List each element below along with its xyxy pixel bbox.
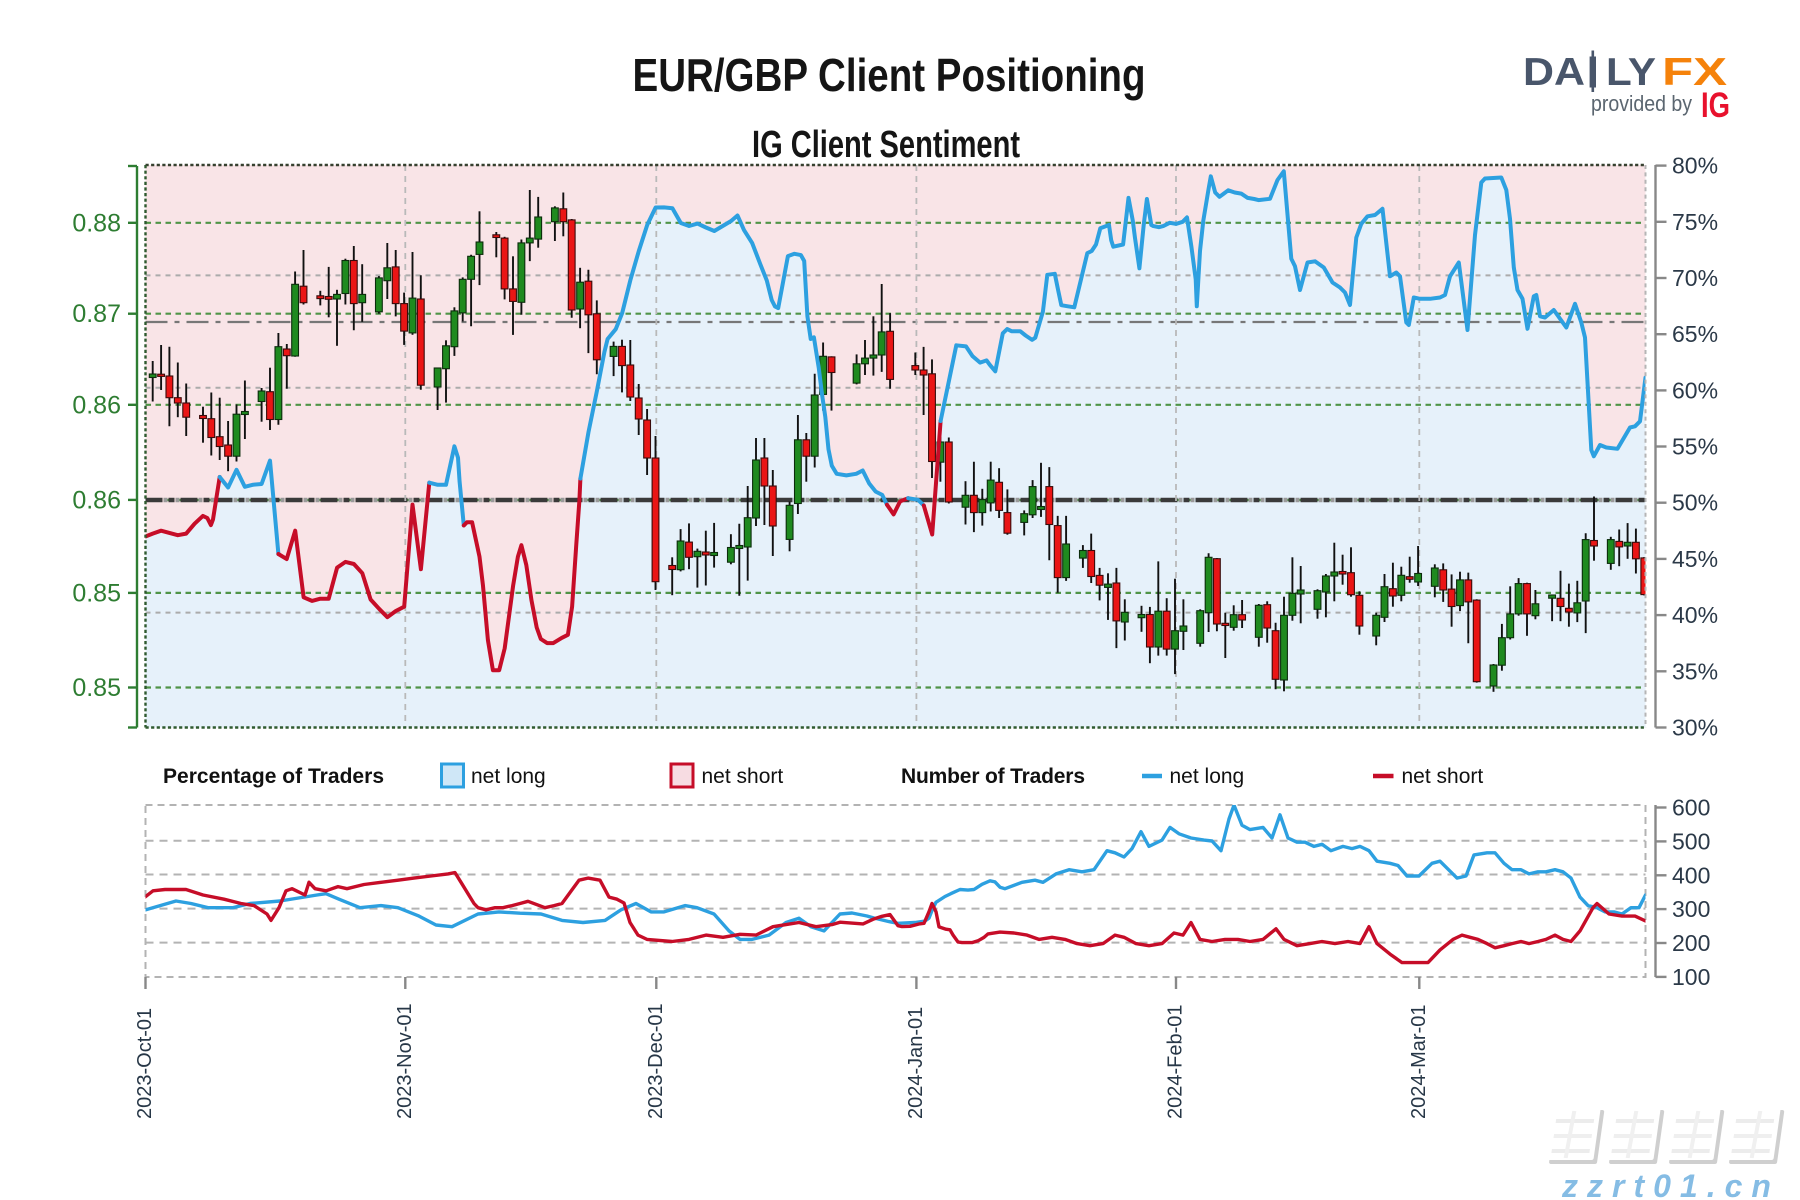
svg-text:IG: IG bbox=[1701, 86, 1730, 125]
svg-text:200: 200 bbox=[1672, 930, 1710, 956]
svg-text:net long: net long bbox=[1170, 765, 1245, 788]
svg-text:provided by: provided by bbox=[1591, 91, 1692, 116]
svg-text:LY: LY bbox=[1606, 51, 1656, 94]
svg-text:0.85: 0.85 bbox=[72, 674, 121, 702]
svg-text:0.86: 0.86 bbox=[72, 391, 121, 419]
svg-text:0.87: 0.87 bbox=[72, 300, 121, 328]
svg-text:IG Client Sentiment: IG Client Sentiment bbox=[752, 124, 1020, 166]
svg-text:40%: 40% bbox=[1672, 602, 1718, 628]
svg-text:2023-Nov-01: 2023-Nov-01 bbox=[394, 1003, 416, 1119]
svg-text:75%: 75% bbox=[1672, 209, 1718, 235]
svg-text:EUR/GBP Client Positioning: EUR/GBP Client Positioning bbox=[633, 49, 1146, 101]
svg-text:Percentage of Traders: Percentage of Traders bbox=[163, 765, 384, 788]
svg-text:65%: 65% bbox=[1672, 321, 1718, 347]
svg-text:Number of Traders: Number of Traders bbox=[901, 765, 1085, 788]
svg-text:net short: net short bbox=[1402, 765, 1484, 788]
svg-text:zzrt01.cn: zzrt01.cn bbox=[1561, 1168, 1780, 1200]
svg-text:55%: 55% bbox=[1672, 434, 1718, 460]
svg-text:DA: DA bbox=[1523, 51, 1585, 94]
svg-text:100: 100 bbox=[1672, 964, 1710, 990]
svg-text:80%: 80% bbox=[1672, 153, 1718, 179]
svg-text:50%: 50% bbox=[1672, 490, 1718, 516]
svg-text:300: 300 bbox=[1672, 896, 1710, 922]
svg-text:500: 500 bbox=[1672, 828, 1710, 854]
svg-text:0.85: 0.85 bbox=[72, 579, 121, 607]
svg-text:2024-Jan-01: 2024-Jan-01 bbox=[905, 1007, 927, 1119]
svg-text:2023-Oct-01: 2023-Oct-01 bbox=[134, 1008, 156, 1119]
svg-text:0.88: 0.88 bbox=[72, 209, 121, 237]
svg-text:FX: FX bbox=[1662, 51, 1727, 94]
svg-text:70%: 70% bbox=[1672, 265, 1718, 291]
svg-text:600: 600 bbox=[1672, 795, 1710, 821]
svg-text:400: 400 bbox=[1672, 862, 1710, 888]
svg-text:0.86: 0.86 bbox=[72, 486, 121, 514]
svg-text:45%: 45% bbox=[1672, 546, 1718, 572]
svg-text:2023-Dec-01: 2023-Dec-01 bbox=[645, 1003, 667, 1119]
svg-text:net short: net short bbox=[702, 765, 784, 788]
svg-text:2024-Feb-01: 2024-Feb-01 bbox=[1165, 1004, 1187, 1119]
svg-text:2024-Mar-01: 2024-Mar-01 bbox=[1408, 1004, 1430, 1119]
svg-text:30%: 30% bbox=[1672, 715, 1718, 741]
svg-text:net long: net long bbox=[471, 765, 546, 788]
svg-text:60%: 60% bbox=[1672, 377, 1718, 403]
svg-text:35%: 35% bbox=[1672, 658, 1718, 684]
